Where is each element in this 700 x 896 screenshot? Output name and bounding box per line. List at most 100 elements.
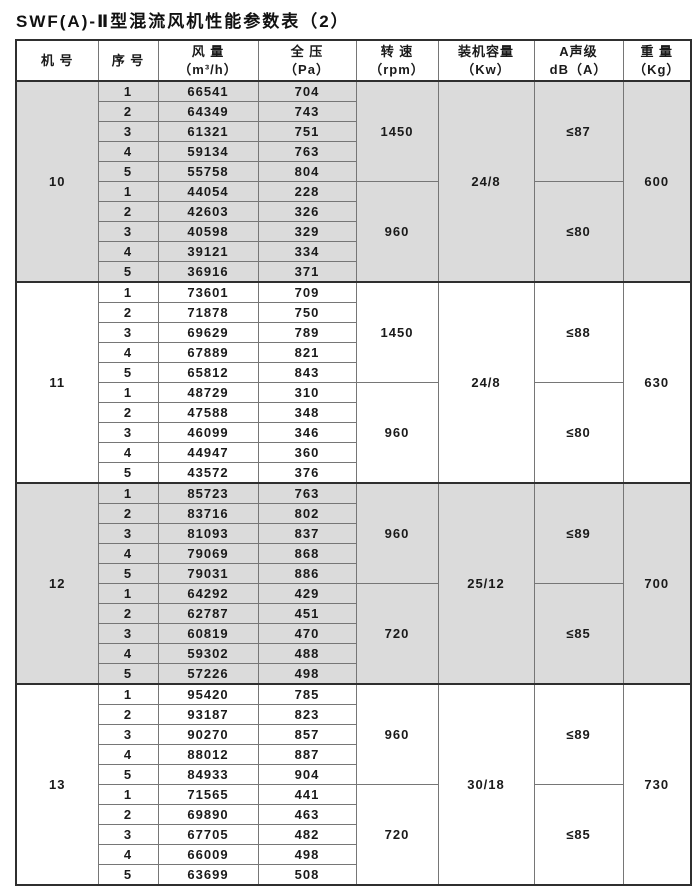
col-header-installed-capacity: 装机容量 （Kw） [437, 39, 535, 82]
table-row: 4 79069 868 [16, 543, 691, 564]
air-volume-cell: 42603 [157, 201, 259, 222]
col-header-total-pressure: 全 压 （Pa） [257, 39, 357, 82]
total-pressure-cell: 789 [257, 322, 357, 343]
table-row: 13 1 95420 785 960 30/18 ≤89 730 [15, 683, 692, 886]
serial-no-cell: 2 [97, 101, 159, 122]
total-pressure-cell: 821 [257, 342, 357, 363]
air-volume-cell: 71878 [157, 302, 259, 323]
air-volume-cell: 69629 [157, 322, 259, 343]
noise-level-cell: ≤89 [533, 482, 624, 584]
air-volume-cell: 85723 [157, 482, 259, 504]
serial-no-cell: 3 [97, 523, 159, 544]
air-volume-cell: 63699 [157, 864, 259, 886]
air-volume-cell: 48729 [157, 382, 259, 403]
header-label: 转 速 [380, 43, 414, 59]
fan-performance-table: 机 号 序 号 风 量 （m³/h） 全 压 （Pa） 转 速 （rpm [15, 39, 692, 886]
header-label: 风 量 [191, 43, 225, 59]
serial-no-cell: 5 [97, 161, 159, 182]
total-pressure-cell: 704 [257, 80, 357, 102]
total-pressure-cell: 470 [257, 623, 357, 644]
speed-cell: 1450 [355, 281, 439, 383]
total-pressure-cell: 329 [257, 221, 357, 242]
total-pressure-cell: 482 [257, 824, 357, 845]
speed-cell: 720 [355, 784, 439, 886]
table-row: 1 48729 310 960 ≤80 [16, 382, 691, 484]
total-pressure-cell: 326 [257, 201, 357, 222]
total-pressure-cell: 360 [257, 442, 357, 463]
air-volume-cell: 71565 [157, 784, 259, 805]
table-row: 2 42603 326 [16, 201, 691, 222]
total-pressure-cell: 823 [257, 704, 357, 725]
total-pressure-cell: 743 [257, 101, 357, 122]
table-row: 1 64292 429 720 ≤85 [16, 583, 691, 685]
air-volume-cell: 79031 [157, 563, 259, 584]
serial-no-cell: 4 [97, 342, 159, 363]
serial-no-cell: 1 [97, 784, 159, 805]
total-pressure-cell: 498 [257, 844, 357, 865]
serial-no-cell: 2 [97, 503, 159, 524]
table-row: 1 44054 228 960 ≤80 [16, 181, 691, 283]
header-label: 机 号 [40, 52, 74, 68]
header-label: 重 量 [640, 43, 674, 59]
serial-no-cell: 4 [97, 442, 159, 463]
serial-no-cell: 4 [97, 543, 159, 564]
speed-cell: 720 [355, 583, 439, 685]
total-pressure-cell: 904 [257, 764, 357, 785]
air-volume-cell: 47588 [157, 402, 259, 423]
total-pressure-cell: 868 [257, 543, 357, 564]
total-pressure-cell: 887 [257, 744, 357, 765]
weight-cell: 630 [622, 281, 692, 484]
table-row: 4 39121 334 [16, 241, 691, 262]
total-pressure-cell: 463 [257, 804, 357, 825]
col-header-speed: 转 速 （rpm） [355, 39, 439, 82]
air-volume-cell: 67705 [157, 824, 259, 845]
air-volume-cell: 62787 [157, 603, 259, 624]
air-volume-cell: 66541 [157, 80, 259, 102]
total-pressure-cell: 498 [257, 663, 357, 685]
air-volume-cell: 95420 [157, 683, 259, 705]
table-row: 5 63699 508 [16, 864, 691, 886]
header-label: 全 压 [290, 43, 324, 59]
table-row: 12 1 85723 763 960 25/12 ≤89 700 [15, 482, 692, 685]
air-volume-cell: 46099 [157, 422, 259, 443]
header-unit: （Pa） [284, 61, 330, 77]
total-pressure-cell: 763 [257, 141, 357, 162]
serial-no-cell: 4 [97, 844, 159, 865]
total-pressure-cell: 371 [257, 261, 357, 283]
col-header-machine-no: 机 号 [15, 39, 99, 82]
table-row: 10 1 66541 704 1450 24/8 ≤87 600 [15, 80, 692, 283]
total-pressure-cell: 451 [257, 603, 357, 624]
serial-no-cell: 1 [97, 382, 159, 403]
serial-no-cell: 5 [97, 764, 159, 785]
table-row: 1 71565 441 720 ≤85 [16, 784, 691, 886]
table-row: 3 46099 346 [16, 422, 691, 443]
air-volume-cell: 69890 [157, 804, 259, 825]
total-pressure-cell: 804 [257, 161, 357, 182]
total-pressure-cell: 837 [257, 523, 357, 544]
table-row: 4 59302 488 [16, 643, 691, 664]
serial-no-cell: 4 [97, 744, 159, 765]
serial-no-cell: 4 [97, 141, 159, 162]
air-volume-cell: 44947 [157, 442, 259, 463]
noise-level-cell: ≤85 [533, 784, 624, 886]
machine-no-cell: 13 [15, 683, 99, 886]
speed-cell: 1450 [355, 80, 439, 182]
speed-cell: 960 [355, 482, 439, 584]
serial-no-cell: 5 [97, 563, 159, 584]
table-row: 3 81093 837 [16, 523, 691, 544]
total-pressure-cell: 488 [257, 643, 357, 664]
installed-capacity-cell: 30/18 [437, 683, 535, 886]
serial-no-cell: 2 [97, 302, 159, 323]
table-row: 3 61321 751 [16, 121, 691, 142]
air-volume-cell: 67889 [157, 342, 259, 363]
header-unit: （rpm） [369, 61, 425, 77]
air-volume-cell: 64292 [157, 583, 259, 604]
installed-capacity-cell: 24/8 [437, 80, 535, 283]
noise-level-cell: ≤88 [533, 281, 624, 383]
serial-no-cell: 2 [97, 804, 159, 825]
table-row: 3 67705 482 [16, 824, 691, 845]
noise-level-cell: ≤85 [533, 583, 624, 685]
total-pressure-cell: 334 [257, 241, 357, 262]
air-volume-cell: 93187 [157, 704, 259, 725]
table-row: 2 71878 750 [16, 302, 691, 323]
